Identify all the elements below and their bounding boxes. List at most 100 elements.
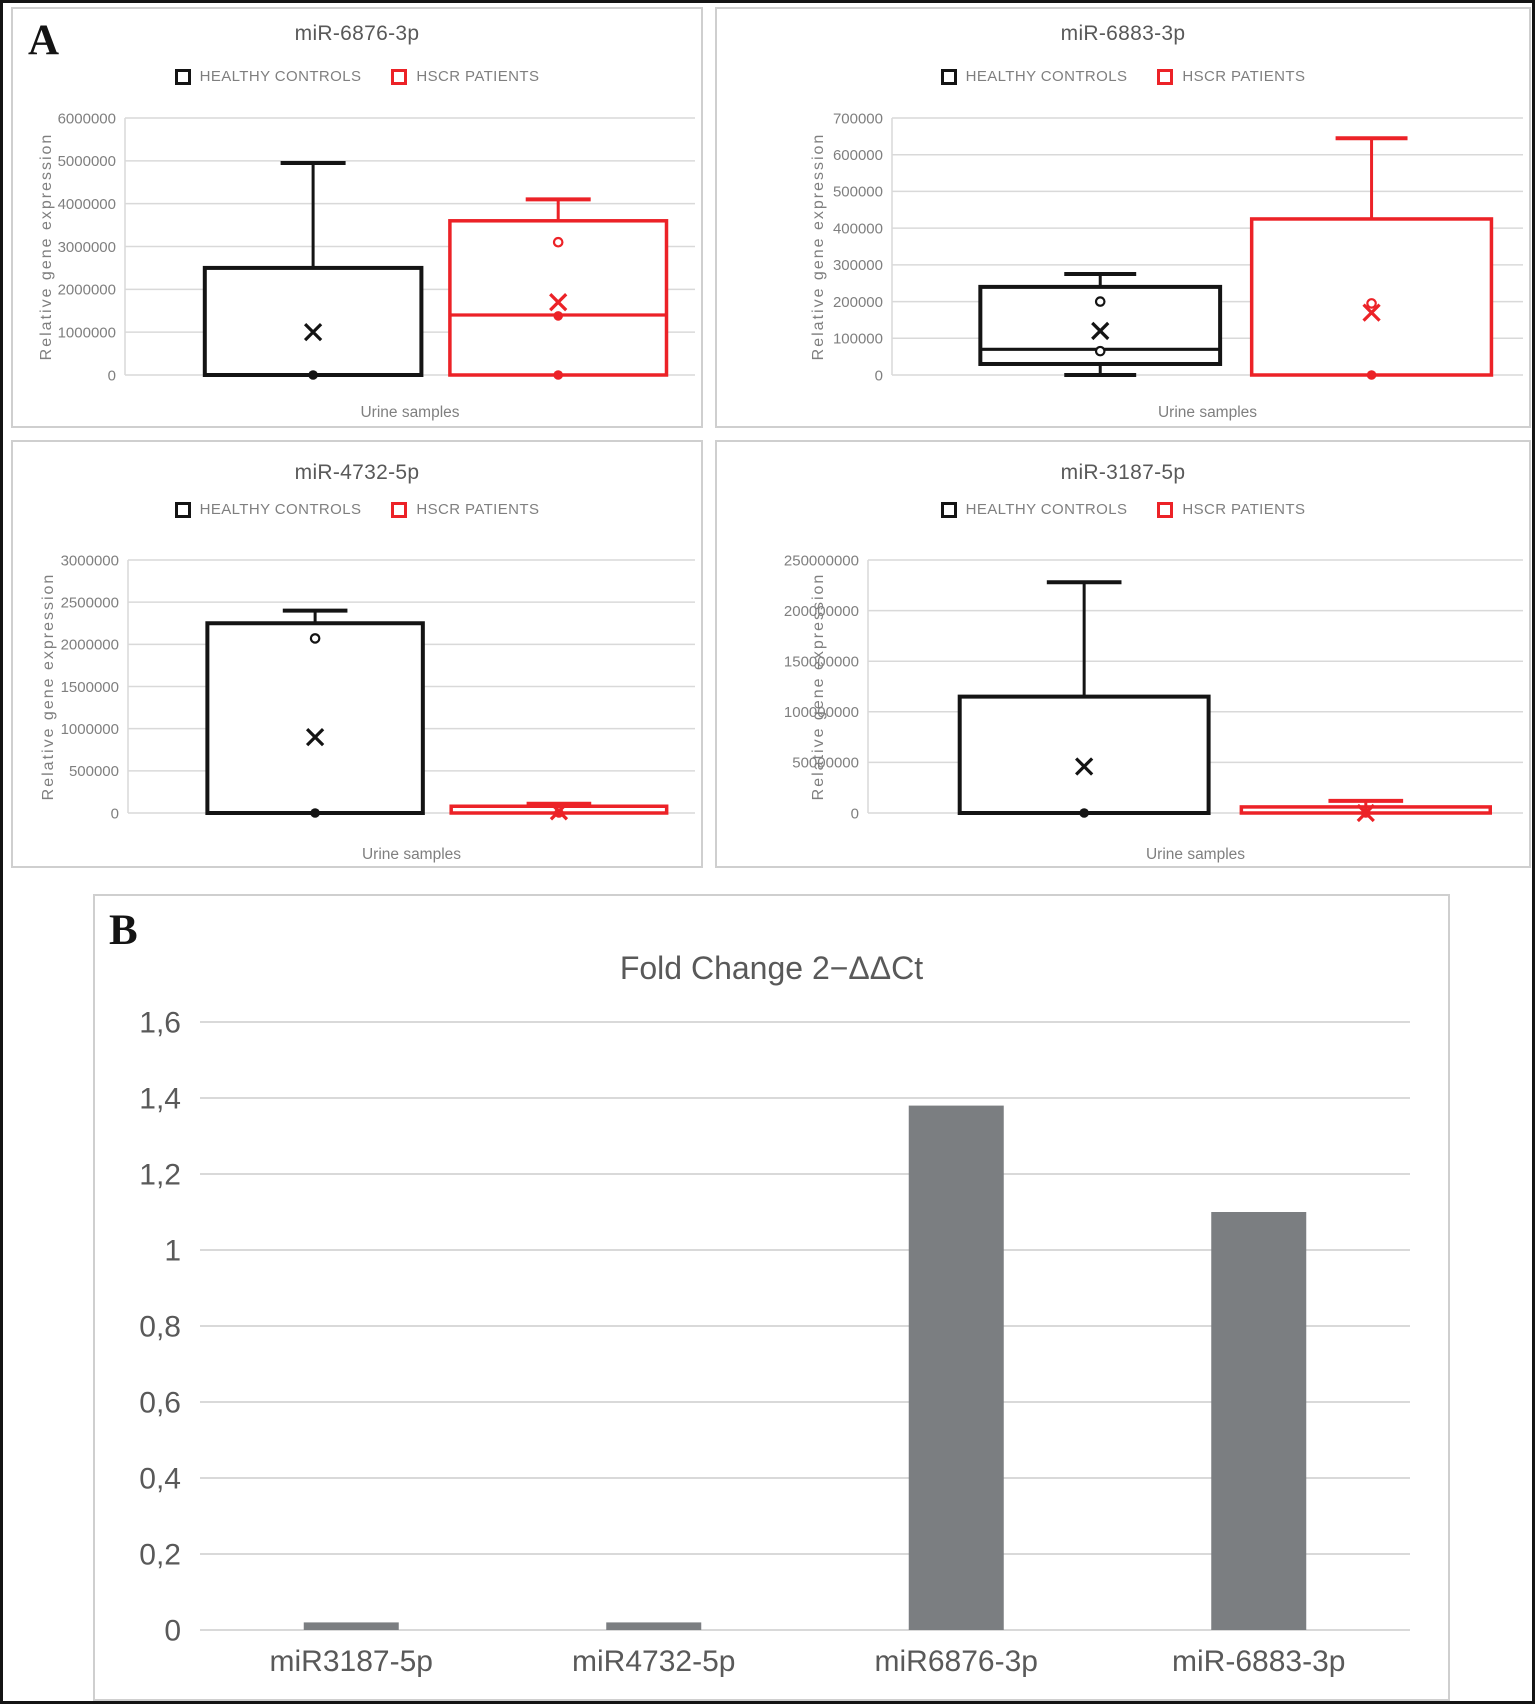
hscr-patients-swatch-icon: [1157, 501, 1174, 518]
legend-label: HSCR PATIENTS: [416, 501, 540, 518]
y-axis-title: Relative gene expression: [40, 573, 57, 801]
y-tick-label: 200000: [833, 294, 883, 311]
data-point: [1361, 808, 1371, 818]
box-hscr-patients: [1249, 217, 1494, 377]
mean-x-marker: [303, 323, 323, 342]
chart-title: Fold Change 2−ΔΔCt: [619, 950, 924, 986]
mean-x-marker: [1075, 757, 1094, 776]
hscr-patients-swatch-icon: [1157, 68, 1174, 85]
data-point: [1079, 808, 1089, 818]
x-axis-title: Urine samples: [360, 404, 459, 421]
y-tick-label: 0,8: [139, 1311, 181, 1344]
y-tick-label: 4000000: [58, 196, 116, 213]
chart-title: miR-6883-3p: [1060, 22, 1186, 45]
data-point: [553, 370, 563, 380]
box-healthy-controls: [957, 694, 1211, 815]
legend-item-hscr-patients: HSCR PATIENTS: [391, 501, 539, 518]
outlier-point: [1094, 345, 1106, 357]
box-healthy-controls: [205, 621, 425, 815]
hscr-patients-swatch-icon: [391, 501, 408, 518]
bar-miR-6883-3p: [1211, 1212, 1307, 1630]
mean-x-marker: [305, 727, 325, 747]
data-point: [554, 808, 564, 818]
legend-item-hscr-patients: HSCR PATIENTS: [391, 68, 539, 85]
y-tick-label: 2000000: [61, 637, 119, 654]
healthy-controls-swatch-icon: [940, 501, 957, 518]
mean-x-marker: [1362, 303, 1381, 322]
outlier-point: [309, 633, 321, 644]
healthy-controls-swatch-icon: [174, 68, 191, 85]
y-tick-label: 100000: [833, 331, 883, 348]
chart-title: miR-4732-5p: [294, 461, 420, 484]
y-tick-label: 3000000: [58, 239, 116, 256]
box-healthy-controls: [202, 265, 424, 377]
y-tick-label: 500000: [69, 763, 119, 780]
chart-title: miR-6876-3p: [294, 22, 420, 45]
y-axis-title: Relative gene expression: [810, 133, 827, 361]
y-tick-label: 1,4: [139, 1083, 181, 1116]
boxplot-canvas: 250000000 200000000 150000000 100000000 5000…: [784, 552, 1523, 863]
hscr-patients-swatch-icon: [391, 68, 408, 85]
legend: HEALTHY CONTROLS HSCR PATIENTS: [717, 501, 1529, 518]
y-tick-label: 1: [164, 1235, 181, 1268]
boxplot-canvas: 700000 600000 500000 400000 300000 200000 1000…: [810, 110, 1523, 421]
x-axis-title: Urine samples: [362, 846, 461, 863]
y-axis-title: Relative gene expression: [810, 573, 827, 801]
y-tick-label: 1,2: [139, 1159, 181, 1192]
data-point: [308, 370, 318, 380]
legend-label: HEALTHY CONTROLS: [199, 68, 362, 85]
y-tick-label: 700000: [833, 110, 883, 127]
panel-a-label: A: [28, 17, 60, 64]
y-tick-label: 2500000: [61, 594, 119, 611]
y-tick-label: 0,2: [139, 1539, 181, 1572]
legend-item-hscr-patients: HSCR PATIENTS: [1157, 68, 1305, 85]
y-tick-label: 3000000: [61, 552, 119, 569]
y-tick-label: 6000000: [58, 110, 116, 127]
y-tick-label: 500000: [833, 184, 883, 201]
x-category-label: miR-6883-3p: [1172, 1645, 1345, 1678]
y-tick-label: 1000000: [61, 721, 119, 738]
outlier-point: [1094, 296, 1106, 307]
mean-x-marker: [1091, 321, 1110, 341]
y-tick-label: 250000000: [784, 552, 859, 569]
bar-miR6876-3p: [908, 1105, 1004, 1630]
boxplot-card-mir-4732-5p: miR-4732-5p HEALTHY CONTROLS HSCR PATIEN…: [11, 440, 703, 868]
x-axis-title: Urine samples: [1146, 846, 1245, 863]
x-category-label: miR4732-5p: [572, 1645, 735, 1678]
legend-item-hscr-patients: HSCR PATIENTS: [1157, 501, 1305, 518]
legend: HEALTHY CONTROLS HSCR PATIENTS: [13, 501, 701, 518]
data-point: [310, 808, 320, 818]
legend-item-healthy-controls: HEALTHY CONTROLS: [174, 501, 362, 518]
y-tick-label: 1000000: [58, 324, 116, 341]
y-tick-label: 0: [851, 805, 859, 822]
y-tick-label: 600000: [833, 147, 883, 164]
y-tick-label: 2000000: [58, 282, 116, 299]
data-point: [1366, 370, 1377, 380]
x-category-label: miR6876-3p: [875, 1645, 1038, 1678]
bar-miR4732-5p: [606, 1622, 702, 1630]
y-tick-label: 0,6: [139, 1387, 181, 1420]
boxplot-card-mir-6883-3p: miR-6883-3p HEALTHY CONTROLS HSCR PATIEN…: [715, 7, 1531, 428]
healthy-controls-swatch-icon: [940, 68, 957, 85]
legend-label: HSCR PATIENTS: [416, 68, 540, 85]
y-tick-label: 0,4: [139, 1463, 181, 1496]
legend: HEALTHY CONTROLS HSCR PATIENTS: [717, 68, 1529, 85]
y-tick-label: 150000000: [784, 653, 859, 670]
bar-miR3187-5p: [303, 1622, 399, 1630]
x-axis-title: Urine samples: [1158, 404, 1257, 421]
boxplot-card-mir-6876-3p: miR-6876-3p HEALTHY CONTROLS HSCR PATIEN…: [11, 7, 703, 428]
x-category-label: miR3187-5p: [270, 1645, 433, 1678]
boxplot-canvas: 3000000 2500000 2000000 1500000 1000000 50000…: [40, 552, 695, 863]
legend-label: HEALTHY CONTROLS: [965, 68, 1128, 85]
barchart-canvas: 1,6 1,4 1,2 1 0,8 0,6 0,4 0,2 0 miR3187-5p miR4732…: [139, 1007, 1410, 1678]
y-tick-label: 5000000: [58, 153, 116, 170]
y-axis-title: Relative gene expression: [38, 133, 55, 361]
legend-item-healthy-controls: HEALTHY CONTROLS: [940, 501, 1128, 518]
legend-label: HEALTHY CONTROLS: [965, 501, 1128, 518]
y-tick-label: 200000000: [784, 603, 859, 620]
chart-title: miR-3187-5p: [1060, 461, 1186, 484]
data-point: [553, 311, 563, 321]
y-tick-label: 300000: [833, 257, 883, 274]
legend: HEALTHY CONTROLS HSCR PATIENTS: [13, 68, 701, 85]
y-tick-label: 1,6: [139, 1007, 181, 1040]
